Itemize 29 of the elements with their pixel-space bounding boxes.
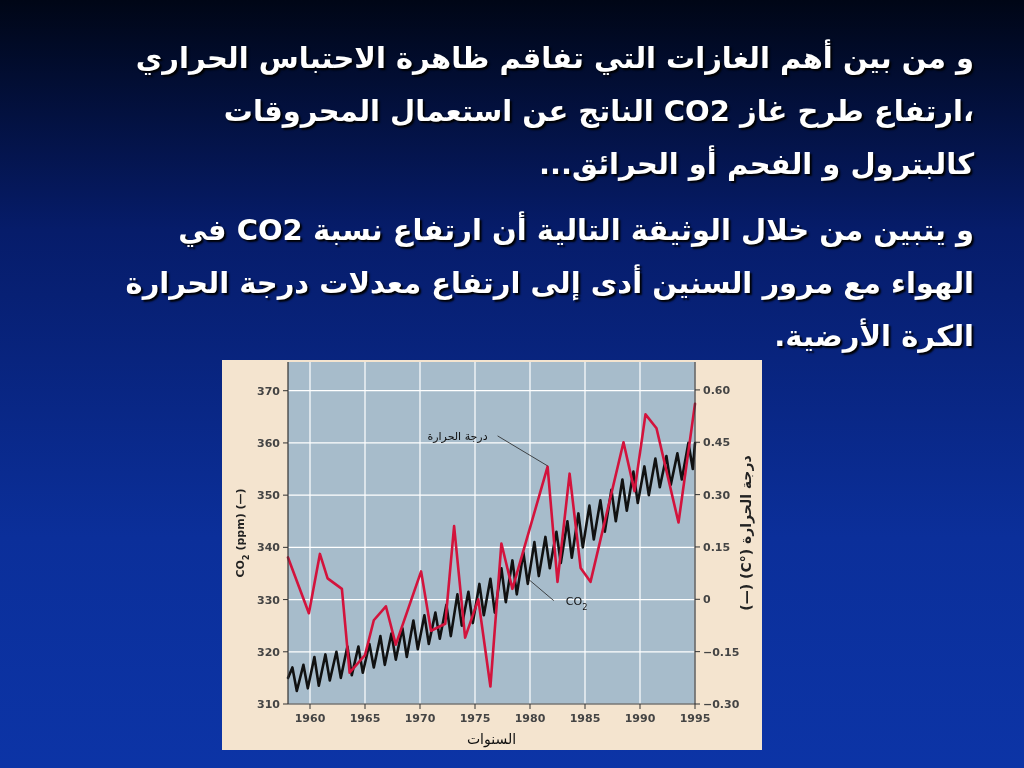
x-axis-title: السنوات <box>466 731 517 748</box>
y2-tick-label: 0.15 <box>703 540 731 554</box>
annotation: CO$_{2}$ <box>565 594 588 612</box>
chart-title: و من بين أهم الغازات التي تفاقم ظاهرة الاحتباس الحراري ،ارتفاع طرح غاز CO2 الناتج عن استعمال المحروقات كالبترول و الفحم أو الحرائق... <box>134 38 974 183</box>
y-tick-label: 370 <box>257 384 281 398</box>
y-tick-label: 310 <box>257 698 281 711</box>
x-tick-label: 1975 <box>459 712 491 725</box>
y2-tick-label: 0.30 <box>703 488 731 502</box>
y2-tick-label: 0.60 <box>703 383 731 397</box>
y-tick-label: 320 <box>257 645 281 659</box>
x-tick-label: 1965 <box>349 712 381 725</box>
x-tick-label: 1990 <box>624 712 656 725</box>
chart-subtitle: و يتبين من خلال الوثيقة التالية أن ارتفاع نسبة CO2 في الهواء مع مرور السنين أدى إلى ارتفاع معدلات درجة الحرارة الكرة الأرضية. <box>124 210 974 355</box>
x-tick-label: 1980 <box>514 712 546 725</box>
y2-tick-label: −0.15 <box>703 645 740 659</box>
y-tick-label: 330 <box>257 593 281 607</box>
y-tick-label: 340 <box>257 541 281 555</box>
x-tick-label: 1985 <box>569 712 601 725</box>
line-series <box>286 402 697 688</box>
y2-tick-label: −0.30 <box>703 698 740 711</box>
y-tick-label: 360 <box>257 436 281 450</box>
x-tick-label: 1970 <box>404 712 436 725</box>
y-tick-label: 350 <box>257 489 281 503</box>
annotation: درجة الحرارة <box>427 429 488 443</box>
x-tick-label: 1995 <box>679 712 711 725</box>
y2-axis-title: درجة الحرارة (°C) (—) <box>738 455 755 611</box>
y2-tick-label: 0 <box>703 593 711 607</box>
y2-tick-label: 0.45 <box>703 436 731 450</box>
x-tick-label: 1960 <box>294 712 326 725</box>
